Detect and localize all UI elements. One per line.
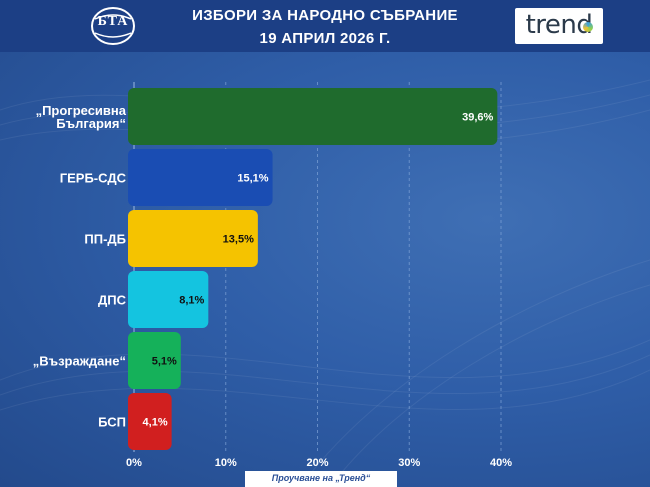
x-tick-label: 0%: [126, 457, 142, 469]
title-line-1: ИЗБОРИ ЗА НАРОДНО СЪБРАНИЕ: [192, 7, 458, 24]
bars-layer: [128, 88, 498, 450]
bar-value-label: 13,5%: [223, 234, 254, 246]
bar-value-label: 15,1%: [237, 173, 268, 185]
bar: [128, 88, 498, 145]
bta-logo-text: БТА: [97, 14, 129, 29]
trend-logo: trend: [515, 8, 603, 44]
x-tick-label: 40%: [490, 457, 512, 469]
bar: [128, 393, 172, 450]
bar-value-label: 39,6%: [462, 112, 493, 124]
category-label: „Прогресивна: [36, 103, 127, 118]
source-box: Проучване на „Тренд“: [245, 471, 397, 487]
x-axis-ticks: 0% 10% 20% 30% 40%: [126, 457, 512, 469]
bar-value-label: 4,1%: [143, 417, 168, 429]
trend-logo-mark-icon: [583, 22, 593, 32]
category-label: БСП: [98, 415, 126, 430]
title-line-2: 19 АПРИЛ 2026 Г.: [259, 30, 391, 47]
bar-value-label: 8,1%: [179, 295, 204, 307]
bar-value-label: 5,1%: [152, 356, 177, 368]
category-label: България“: [56, 116, 126, 131]
header-bar: БТА ИЗБОРИ ЗА НАРОДНО СЪБРАНИЕ 19 АПРИЛ …: [0, 0, 650, 52]
x-tick-label: 30%: [398, 457, 420, 469]
category-label: „Възраждане“: [33, 354, 126, 369]
bar: [128, 210, 258, 267]
category-label: ПП-ДБ: [84, 232, 126, 247]
category-label: ГЕРБ-СДС: [60, 171, 127, 186]
category-label: ДПС: [98, 293, 127, 308]
x-tick-label: 10%: [215, 457, 237, 469]
bar: [128, 149, 273, 206]
globe-icon: [91, 7, 135, 45]
bar: [128, 271, 209, 328]
source-text: Проучване на „Тренд“: [271, 473, 371, 483]
trend-logo-text: trend: [525, 10, 593, 40]
x-tick-label: 20%: [306, 457, 328, 469]
bta-logo: БТА: [90, 6, 136, 46]
bar: [128, 332, 181, 389]
